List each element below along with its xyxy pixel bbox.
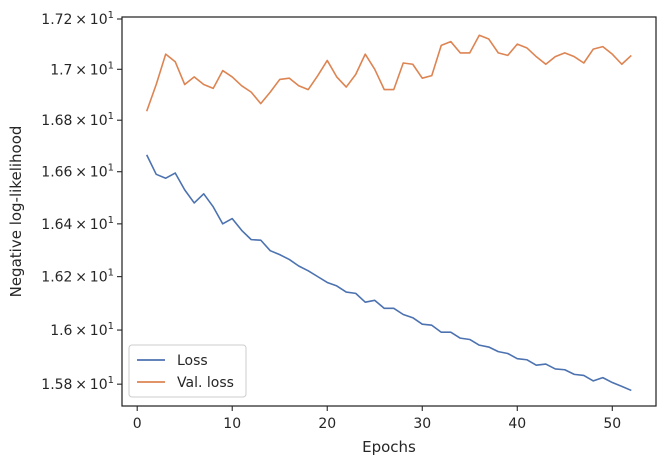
- x-tick-label: 40: [508, 416, 526, 432]
- y-tick-label: 1.66 × 101: [41, 163, 114, 181]
- y-tick-label: 1.58 × 101: [41, 375, 114, 393]
- x-tick-label: 30: [413, 416, 431, 432]
- plot-frame: [121, 16, 657, 407]
- plot-area: [145, 34, 632, 392]
- series-line-2: [145, 34, 632, 112]
- y-tick-label: 1.6 × 101: [50, 321, 114, 339]
- legend-label: Loss: [177, 353, 208, 369]
- y-tick-label: 1.7 × 101: [50, 60, 114, 78]
- series-line-1: [145, 154, 632, 392]
- y-tick-label: 1.68 × 101: [41, 111, 114, 129]
- x-axis-label: Epochs: [362, 438, 416, 456]
- legend-label: Val. loss: [177, 375, 234, 391]
- y-axis-label: Negative log-likelihood: [7, 126, 25, 298]
- legend: Loss Val. loss: [128, 344, 247, 398]
- x-tick-label: 10: [223, 416, 241, 432]
- y-axis: 1.58 × 101 1.6 × 101 1.62 × 101 1.64 × 101 1…: [41, 10, 122, 393]
- legend-box: [128, 344, 247, 398]
- x-tick-label: 20: [318, 416, 336, 432]
- y-tick-label: 1.62 × 101: [41, 268, 114, 286]
- y-tick-label: 1.72 × 101: [41, 10, 114, 28]
- y-tick-label: 1.64 × 101: [41, 215, 114, 233]
- x-axis: 0 10 20 30 40 50: [133, 406, 621, 432]
- x-tick-label: 50: [603, 416, 621, 432]
- x-tick-label: 0: [133, 416, 142, 432]
